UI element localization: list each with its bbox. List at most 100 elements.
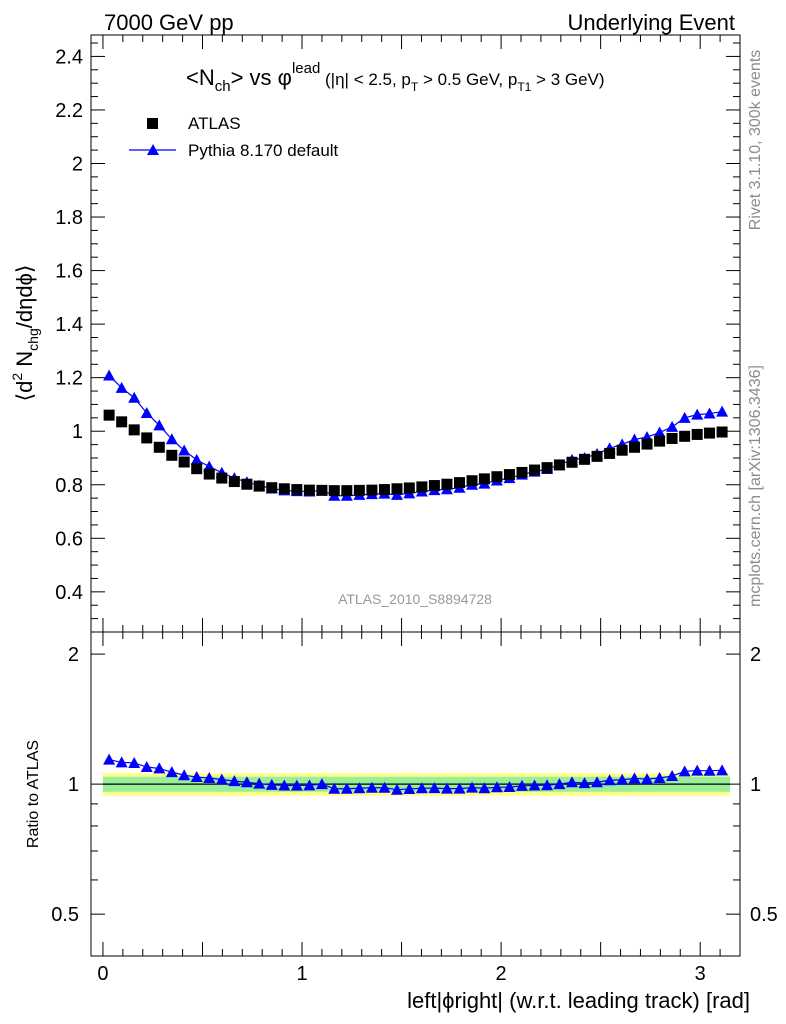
- ratio-point: [165, 766, 178, 778]
- atlas-point: [128, 424, 140, 436]
- ratio-point: [290, 779, 303, 791]
- atlas-point: [316, 484, 328, 496]
- x-tick-label: 0: [97, 963, 108, 985]
- legend-label-pythia: Pythia 8.170 default: [188, 141, 339, 160]
- ratio-point: [128, 756, 141, 768]
- atlas-point: [291, 484, 303, 496]
- pythia-point: [666, 420, 679, 432]
- y-tick-label: 2.4: [55, 46, 83, 68]
- legend-marker-atlas: [147, 118, 158, 129]
- ratio-point: [228, 775, 241, 787]
- atlas-point: [466, 475, 478, 487]
- ratio-point: [528, 779, 541, 791]
- pythia-point: [691, 408, 704, 420]
- ratio-point: [415, 782, 428, 794]
- ratio-point: [628, 772, 641, 784]
- legend: ATLAS Pythia 8.170 default: [129, 114, 339, 160]
- atlas-point: [103, 409, 115, 421]
- pythia-point: [628, 433, 641, 445]
- ratio-point: [616, 773, 629, 785]
- ratio-point: [466, 781, 479, 793]
- atlas-point: [541, 462, 553, 474]
- ratio-tick-label-right: 2: [750, 644, 761, 666]
- ratio-point: [103, 753, 116, 765]
- ratio-point: [140, 761, 153, 773]
- main-axis-ticks: 0.4 0.6 0.8 1 1.2 1.4 1.6 1.8 2 2.2 2.4: [55, 42, 740, 633]
- pythia-point: [178, 444, 191, 456]
- atlas-point: [453, 477, 465, 489]
- ratio-point: [278, 779, 291, 791]
- ratio-point: [328, 782, 341, 794]
- y-tick-label: 0.6: [55, 528, 83, 550]
- atlas-point: [666, 432, 678, 444]
- y-axis-label: ⟨d2 Nchg/dηdϕ⟩: [9, 265, 41, 402]
- y-tick-label: 1.2: [55, 368, 83, 390]
- pythia-point: [128, 391, 141, 403]
- atlas-point: [516, 466, 528, 478]
- y-tick-label: 1.8: [55, 207, 83, 229]
- atlas-point: [716, 426, 728, 438]
- atlas-point: [241, 478, 253, 490]
- atlas-point: [353, 484, 365, 496]
- pythia-point: [678, 411, 691, 423]
- ratio-point: [565, 776, 578, 788]
- pythia-point: [190, 453, 203, 465]
- pythia-point: [703, 407, 716, 419]
- ratio-tick-label-right: 0.5: [750, 904, 778, 926]
- y-tick-label: 2: [72, 154, 83, 176]
- ratio-point: [365, 781, 378, 793]
- series-atlas: [103, 409, 728, 497]
- ratio-point: [516, 779, 529, 791]
- legend-marker-pythia: [147, 144, 159, 155]
- header-left: 7000 GeV pp: [104, 10, 234, 35]
- atlas-point: [616, 444, 628, 456]
- pythia-point: [103, 369, 116, 381]
- pythia-point: [115, 381, 128, 393]
- ratio-point: [553, 778, 566, 790]
- atlas-point: [366, 484, 378, 496]
- atlas-point: [579, 453, 591, 465]
- ratio-point: [428, 782, 441, 794]
- ratio-point: [578, 777, 591, 789]
- atlas-point: [378, 484, 390, 496]
- x-tick-label: 3: [695, 963, 706, 985]
- rivet-label: Rivet 3.1.10, 300k events: [747, 50, 764, 231]
- atlas-point: [566, 456, 578, 468]
- atlas-point: [679, 430, 691, 442]
- ratio-point: [115, 756, 128, 768]
- ratio-tick-label: 1: [68, 774, 79, 796]
- atlas-point: [553, 459, 565, 471]
- series-pythia: [103, 369, 729, 501]
- pythia-point: [153, 419, 166, 431]
- atlas-point: [478, 473, 490, 485]
- ratio-point: [315, 778, 328, 790]
- ratio-point: [265, 778, 278, 790]
- pythia-point: [140, 407, 153, 419]
- ratio-point: [541, 779, 554, 791]
- atlas-point: [328, 485, 340, 497]
- ratio-point: [440, 782, 453, 794]
- pythia-point: [165, 433, 178, 445]
- atlas-point: [178, 456, 190, 468]
- ratio-point: [378, 781, 391, 793]
- ratio-tick-label: 2: [68, 644, 79, 666]
- ratio-point: [178, 769, 191, 781]
- atlas-point: [191, 463, 203, 475]
- analysis-watermark: ATLAS_2010_S8894728: [338, 591, 492, 607]
- atlas-point: [153, 441, 165, 453]
- ratio-point: [153, 762, 166, 774]
- ratio-point: [641, 773, 654, 785]
- ratio-axis-ticks: 0.5 0.5 1 1 2 2: [51, 644, 778, 957]
- atlas-point: [491, 471, 503, 483]
- ratio-point: [340, 782, 353, 794]
- ratio-point: [403, 782, 416, 794]
- y-tick-label: 0.8: [55, 475, 83, 497]
- ratio-point: [390, 783, 403, 795]
- ratio-point: [215, 773, 228, 785]
- ratio-point: [603, 774, 616, 786]
- atlas-point: [228, 476, 240, 488]
- y-tick-label: 1.4: [55, 314, 83, 336]
- atlas-point: [116, 416, 128, 428]
- chart-title: <Nch> vs φlead (|η| < 2.5, pT > 0.5 GeV,…: [186, 60, 605, 95]
- ratio-point: [478, 782, 491, 794]
